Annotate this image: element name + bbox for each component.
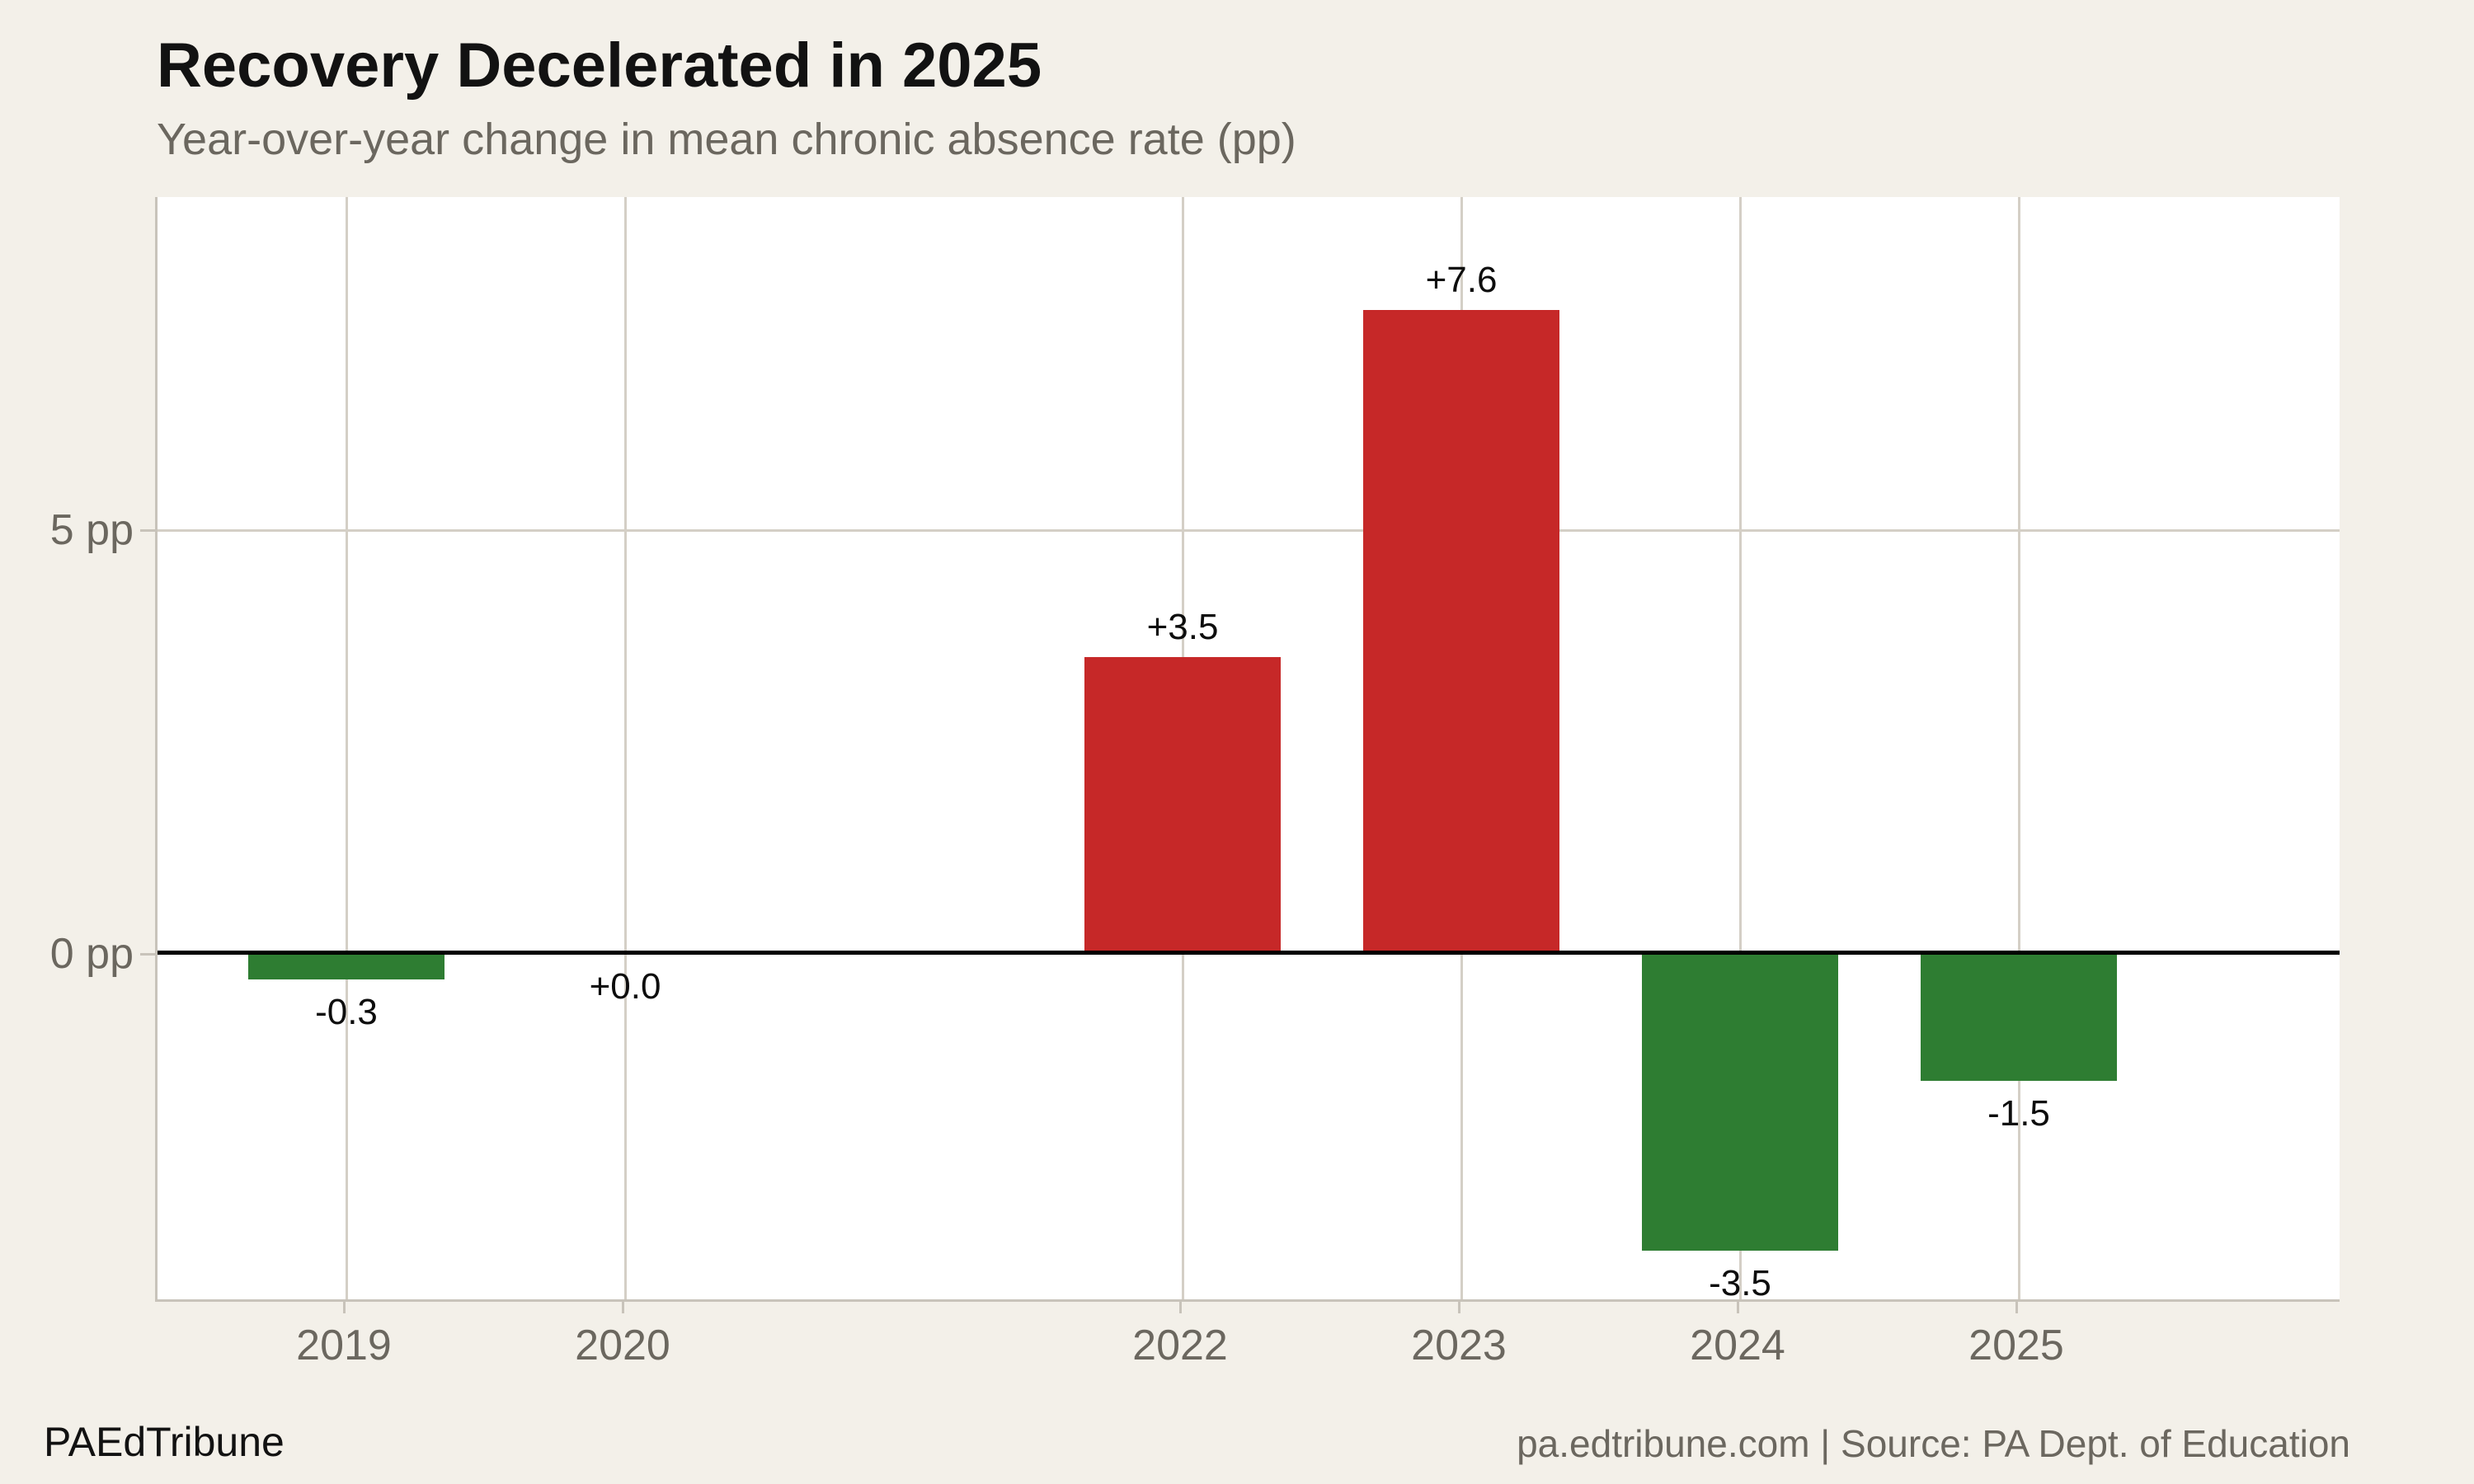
x-axis-tick-label: 2024	[1690, 1322, 1785, 1369]
footer-source-attribution: pa.edtribune.com | Source: PA Dept. of E…	[1517, 1422, 2350, 1465]
x-axis-tick-label: 2025	[1968, 1322, 2064, 1369]
bar-value-label: -1.5	[1987, 1093, 2050, 1134]
bar-value-label: +7.6	[1425, 260, 1498, 301]
bar-value-label: +3.5	[1146, 607, 1219, 648]
x-axis-tick-mark	[1458, 1302, 1460, 1313]
bar-value-label: +0.0	[589, 966, 661, 1007]
plot-area: -0.3 +0.0 +3.5 +7.6 -3.5 -1.5	[155, 197, 2340, 1302]
bar-value-label: -3.5	[1709, 1262, 1771, 1303]
y-axis-tick-label: 5 pp	[49, 506, 134, 555]
bar-2022	[1084, 657, 1281, 954]
bar-2019	[248, 954, 444, 979]
x-axis-tick-mark	[1179, 1302, 1182, 1313]
x-gridline	[624, 197, 627, 1299]
footer-brand: PAEdTribune	[44, 1419, 285, 1465]
x-axis-tick-label: 2019	[296, 1322, 392, 1369]
x-axis-tick-label: 2020	[575, 1322, 670, 1369]
x-axis-tick-label: 2023	[1411, 1322, 1507, 1369]
bar-value-label: -0.3	[315, 991, 378, 1032]
x-gridline	[346, 197, 348, 1299]
chart-title: Recovery Decelerated in 2025	[157, 31, 1042, 101]
x-axis-tick-mark	[622, 1302, 624, 1313]
x-axis-tick-mark	[343, 1302, 346, 1313]
x-axis-tick-mark	[2015, 1302, 2018, 1313]
x-gridline	[2018, 197, 2020, 1299]
bar-2023	[1363, 310, 1559, 954]
x-gridline	[1739, 197, 1742, 1299]
bar-2025	[1921, 954, 2117, 1082]
y-axis-tick-label: 0 pp	[49, 930, 134, 978]
zero-baseline	[158, 951, 2340, 955]
x-axis-tick-label: 2022	[1132, 1322, 1228, 1369]
x-axis-tick-mark	[1737, 1302, 1739, 1313]
chart-subtitle: Year-over-year change in mean chronic ab…	[157, 115, 1296, 164]
y-gridline	[158, 529, 2340, 533]
y-axis-tick-mark	[140, 953, 155, 956]
bar-2024	[1642, 954, 1838, 1251]
y-axis-tick-mark	[140, 529, 155, 533]
